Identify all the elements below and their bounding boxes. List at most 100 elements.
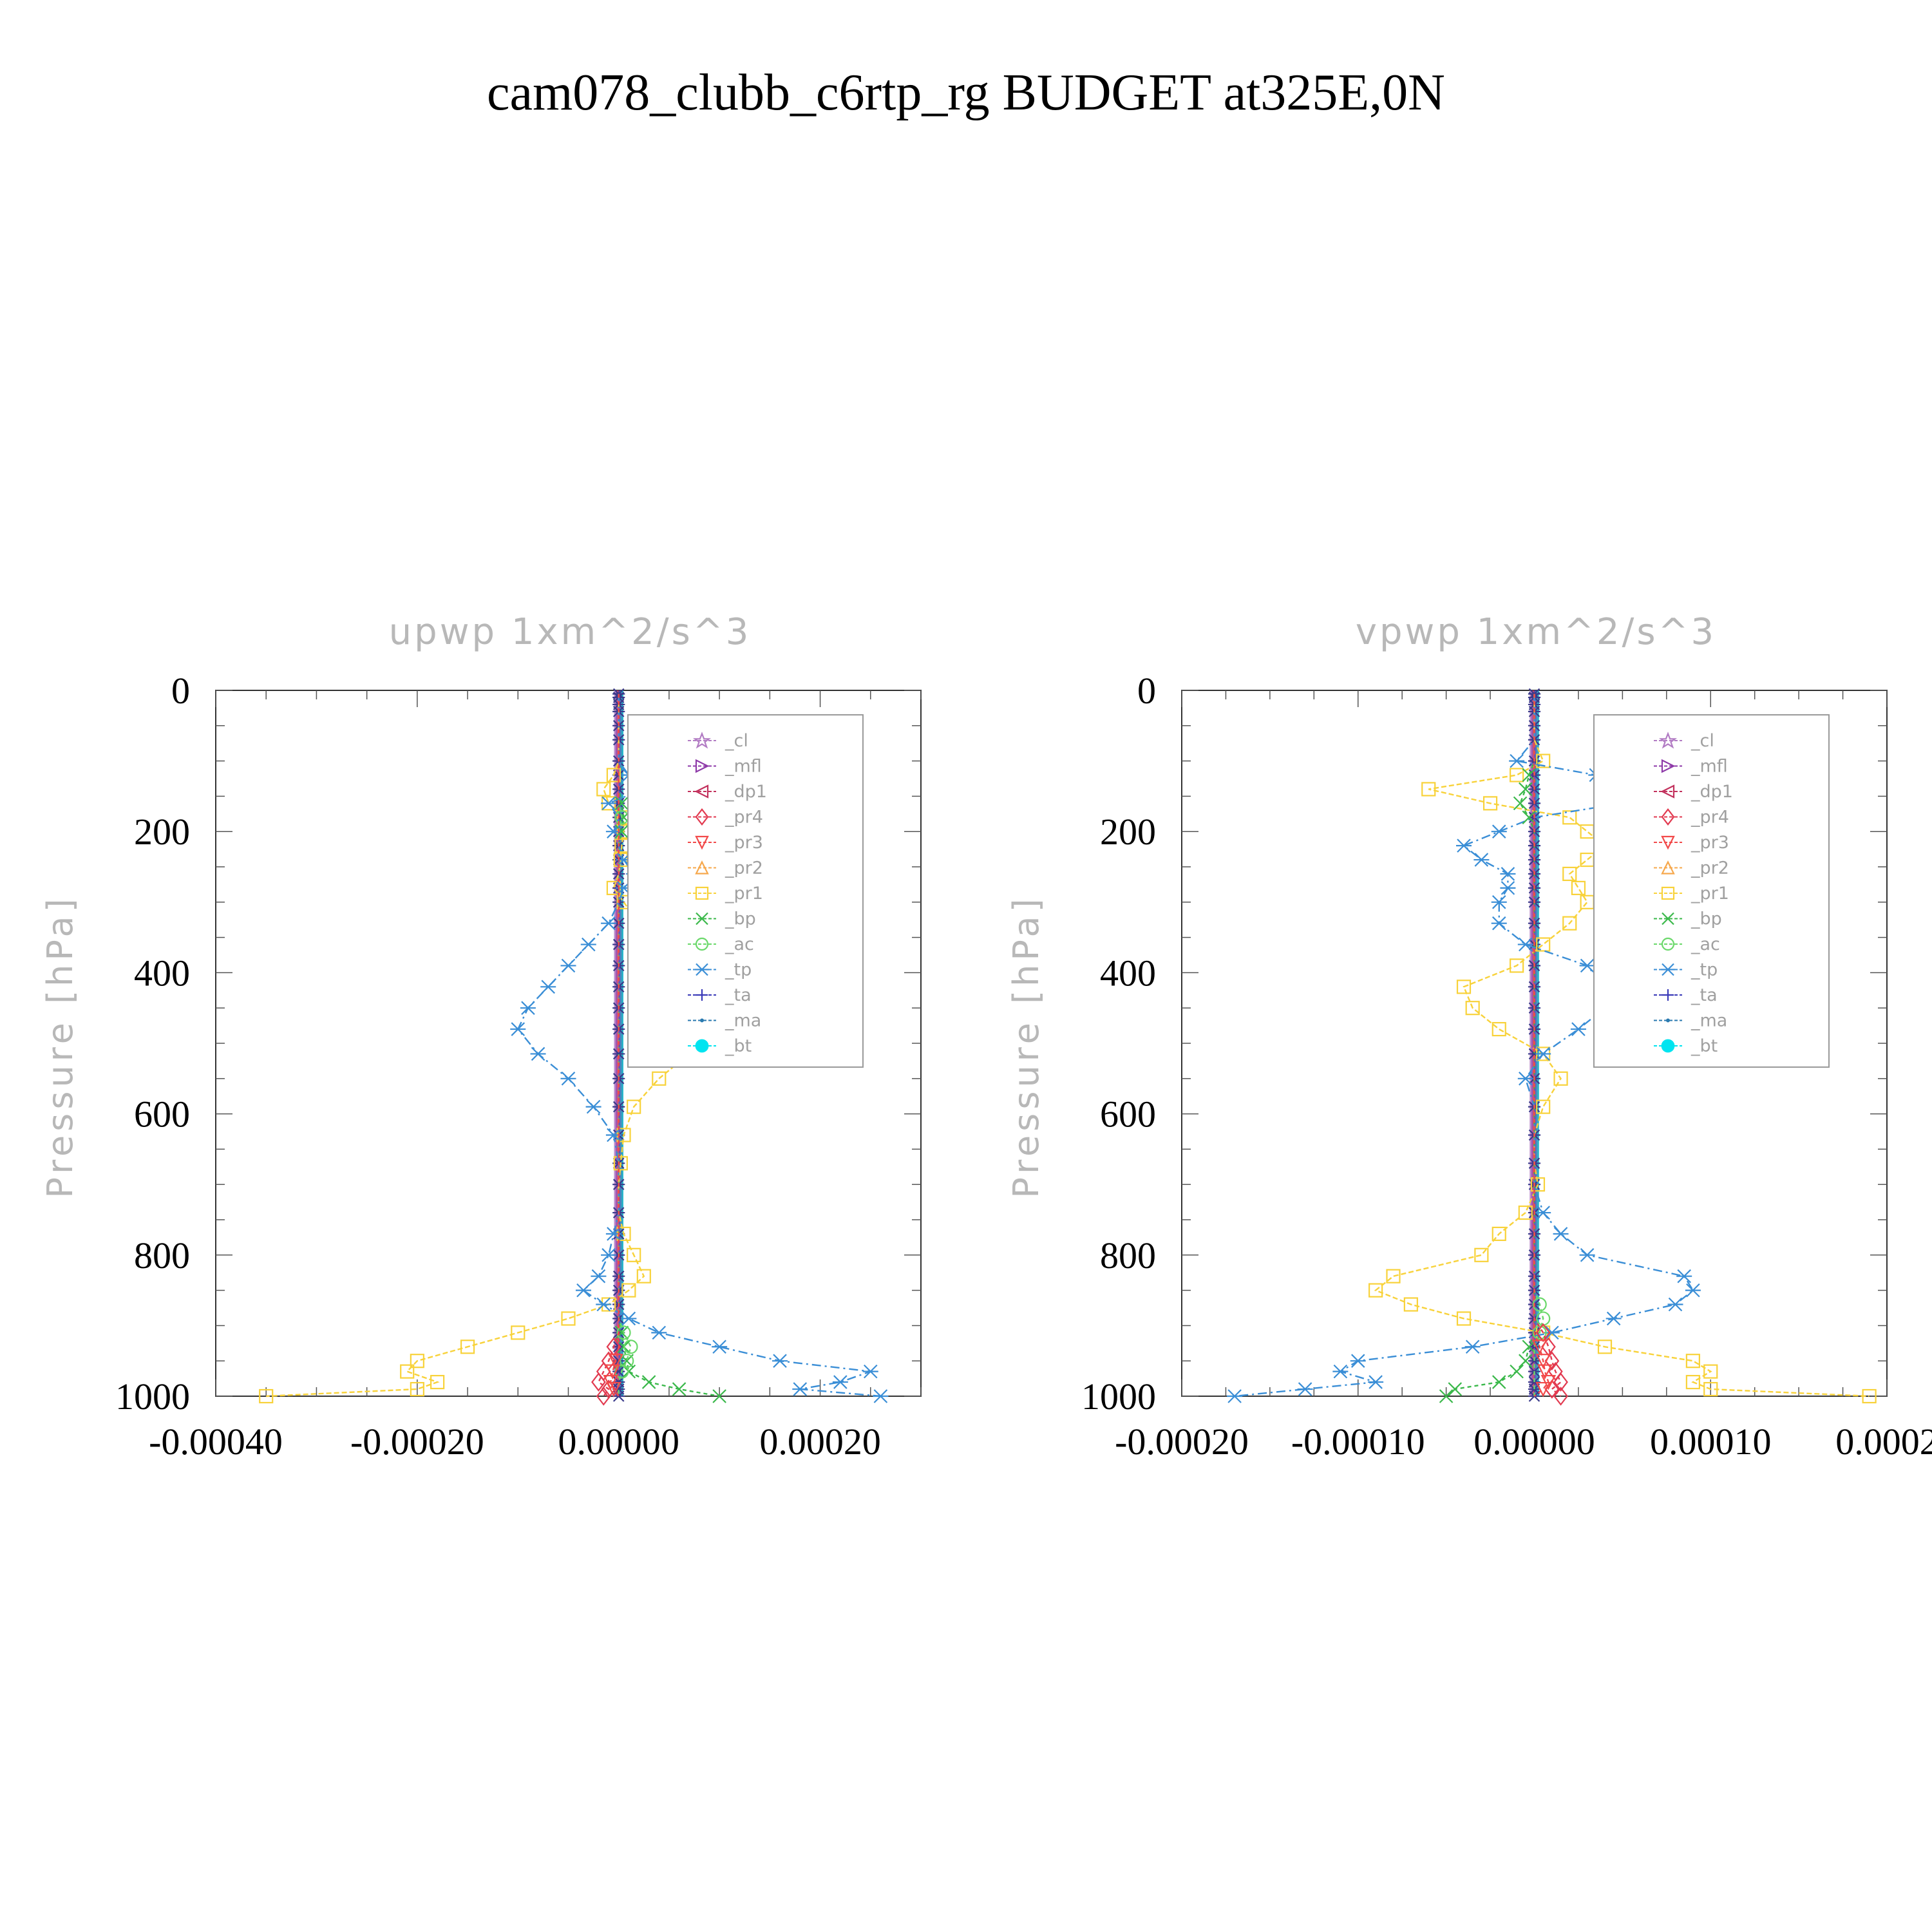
upwp-point_tp [873,1389,889,1403]
vpwp-x-tick-label: 0.0002 [1835,1421,1932,1463]
upwp-panel: upwp 1xm^2/s^3 Pressure [hPa] 0 200 400 600… [40,611,922,1463]
vpwp-point_tp [1464,1340,1481,1354]
upwp-legend-marker [696,989,708,1001]
vpwp-point_pr1 [1553,1071,1568,1086]
vpwp-legend-marker [1661,1039,1675,1053]
figure-title: cam078_clubb_c6rtp_rg BUDGET at325E,0N [487,64,1445,121]
vpwp-point_bp [1510,1364,1524,1379]
upwp-point_tp [651,1325,667,1340]
vpwp-point_pr1 [1685,1374,1700,1390]
upwp-legend-label: _pr3 [724,833,763,853]
vpwp-point_tp [1517,937,1533,952]
vpwp-point_pr1 [1465,1001,1480,1016]
upwp-point_tp [596,1297,612,1312]
vpwp-legend-marker [1662,912,1674,925]
vpwp-point_bp [1448,1382,1463,1396]
upwp-legend-label: _pr1 [724,884,763,904]
vpwp-point_pr1 [1492,1226,1506,1242]
upwp-legend-label: _pr4 [724,808,763,828]
vpwp-point_pr1 [1474,1247,1489,1262]
vpwp-legend-marker [1659,732,1677,749]
vpwp-legend-label: _cl [1690,731,1714,751]
upwp-legend-label: _pr2 [724,858,763,878]
upwp-point_pr1 [561,1311,576,1326]
upwp-point_pr1 [636,1269,651,1283]
upwp-point_tp [575,1283,591,1298]
vpwp-point_tp [1368,1375,1384,1389]
vpwp-legend-marker [1666,1018,1670,1023]
vpwp-point_tp [1509,753,1525,768]
upwp-point_bp [614,824,629,838]
upwp-point_tp [621,1311,637,1326]
upwp-legend-marker [695,759,710,773]
vpwp-point_pr3 [1531,1340,1548,1355]
upwp-legend-label: _dp1 [724,782,767,802]
upwp-legend-marker [695,808,709,826]
vpwp-legend-marker [1661,835,1675,850]
vpwp-legend-marker [1662,989,1674,1001]
vpwp-point_bp [1522,1340,1537,1354]
vpwp-point_tp [1544,1325,1560,1340]
upwp-point_pr1 [652,1071,667,1086]
upwp-legend-marker [695,963,709,976]
vpwp-legend-label: _ma [1690,1011,1727,1031]
upwp-legend-marker [695,886,709,900]
vpwp-x-tick-label: 0.00010 [1650,1421,1772,1463]
vpwp-point_pr1 [1456,1311,1472,1326]
vpwp-legend-label: _pr1 [1690,884,1729,904]
vpwp-point_tp [1332,1364,1349,1379]
vpwp-point_pr1 [1562,916,1577,931]
vpwp-series-line_pr1 [1374,694,1870,1397]
upwp-point_bp [672,1382,687,1396]
upwp-point_tp [560,1072,576,1086]
upwp-y-tick-label: 600 [134,1094,190,1135]
upwp-legend-label: _mfl [724,757,762,777]
upwp-legend-label: _ma [724,1011,761,1031]
vpwp-legend-label: _tp [1690,960,1718,980]
vpwp-point_pr1 [1536,753,1551,768]
vpwp-x-tick-label: -0.00010 [1291,1421,1425,1463]
upwp-legend-label: _ta [724,985,752,1005]
upwp-legend-label: _tp [724,960,752,980]
vpwp-point_pr4 [1553,1387,1568,1406]
upwp-point_tp [601,1248,617,1262]
vpwp-point_tp [1676,1269,1692,1283]
upwp-x-tick-label: -0.00040 [149,1421,283,1463]
vpwp-point_tp [1535,1046,1551,1061]
upwp-legend-marker [700,1018,704,1023]
vpwp-panel: vpwp 1xm^2/s^3 Pressure [hPa] 0 200 400 600… [1006,611,1932,1463]
vpwp-point_bp [1439,1389,1454,1403]
vpwp-y-tick-label: 200 [1100,811,1156,853]
upwp-point_bp [712,1389,726,1403]
upwp-series-line_pr1 [266,694,710,1397]
upwp-point_ac [623,1340,638,1354]
upwp-point_pr1 [621,1283,636,1298]
upwp-legend-marker [694,784,709,799]
vpwp-point_bp [1492,1375,1506,1389]
upwp-point_tp [540,980,556,994]
vpwp-point_pr1 [1536,1099,1551,1114]
upwp-plot-area: 0 200 400 600 800 1000-0.00040 -0.00020 0.00000… [115,670,922,1463]
vpwp-point_pr3 [1535,1354,1551,1369]
upwp-y-tick-label: 200 [134,811,190,853]
upwp-legend-marker [696,912,708,925]
upwp-point_tp [862,1364,878,1379]
vpwp-point_tp [1553,1227,1569,1241]
vpwp-legend-label: _mfl [1690,757,1728,777]
vpwp-y-tick-label: 400 [1100,952,1156,994]
upwp-point_pr1 [511,1325,526,1340]
upwp-x-tick-label: -0.00020 [350,1421,484,1463]
vpwp-point_tp [1491,916,1507,931]
vpwp-point_ac [1532,1297,1547,1312]
upwp-point_pr1 [627,1099,641,1114]
upwp-point_pr1 [430,1374,445,1390]
upwp-legend-marker [693,732,711,749]
upwp-point_bp [614,796,629,811]
upwp-x-tick-label: 0.00000 [558,1421,679,1463]
vpwp-point_tp [1535,1206,1551,1220]
vpwp-panel-title: vpwp 1xm^2/s^3 [1356,611,1716,653]
vpwp-point_pr1 [1386,1269,1401,1283]
vpwp-point_pr1 [1456,980,1472,994]
upwp-point_pr1 [606,768,621,782]
vpwp-point_tp [1227,1389,1243,1403]
